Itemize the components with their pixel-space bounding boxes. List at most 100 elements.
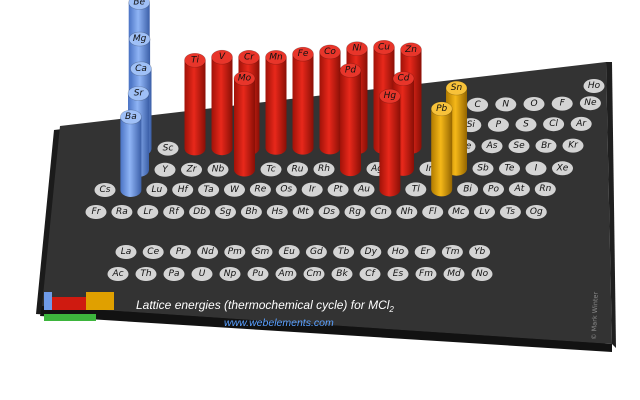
cell-disc: [469, 245, 491, 259]
cell-ra: Ra: [111, 205, 133, 219]
bar-top: [392, 71, 415, 86]
cell-label: Th: [140, 269, 151, 279]
cell-disc: [499, 205, 521, 219]
block-legend: [44, 292, 114, 321]
cell-label: Au: [357, 185, 370, 195]
bar-top: [430, 101, 453, 117]
cell-as: As: [481, 139, 503, 154]
cell-la-lanthanide: La: [115, 245, 137, 259]
board-right-edge: [606, 62, 616, 348]
legend-f-block: [44, 314, 96, 321]
bar-body: [234, 78, 255, 177]
cell-label: Bh: [245, 207, 257, 217]
cell-re: Re: [249, 182, 271, 197]
cell-label: Ru: [292, 164, 304, 174]
cell-label: Sc: [163, 144, 174, 154]
cell-label: Os: [280, 185, 292, 195]
cell-label: At: [514, 184, 525, 194]
bar-body: [319, 51, 341, 155]
cell-disc: [163, 205, 185, 219]
bar-hg: Hg: [379, 88, 401, 197]
bar-label: Sn: [451, 83, 463, 93]
cell-label: C: [474, 100, 481, 110]
cell-label: Ir: [309, 185, 317, 195]
bar-top: [120, 109, 142, 125]
bar-body: [340, 70, 361, 177]
cell-label: Ag: [370, 164, 383, 174]
cell-disc: [414, 245, 436, 259]
cell-label: Rf: [169, 207, 180, 217]
cell-disc: [249, 182, 271, 197]
cell-xe: Xe: [552, 161, 573, 176]
cell-disc: [107, 267, 129, 281]
cell-label: Sg: [220, 207, 232, 217]
cell-label: Db: [193, 207, 206, 217]
cell-label: Fm: [419, 269, 433, 279]
cell-ce-lanthanide: Ce: [142, 245, 164, 259]
cell-label: P: [496, 120, 502, 130]
bar-top: [400, 42, 422, 58]
cell-label: Tb: [338, 247, 349, 257]
cell-label: Po: [488, 184, 499, 194]
cell-disc: [146, 182, 168, 197]
cell-label: Lr: [143, 207, 153, 217]
bar-top: [319, 44, 341, 60]
cell-label: Mc: [452, 207, 465, 217]
cell-se: Se: [508, 139, 530, 153]
cell-disc: [405, 182, 427, 197]
cell-po: Po: [483, 182, 504, 197]
bar-top: [445, 80, 468, 96]
cell-rf: Rf: [163, 205, 185, 219]
cell-label: U: [199, 269, 206, 279]
cell-o: O: [523, 97, 545, 111]
cell-disc: [353, 182, 375, 197]
bar-label: Zn: [404, 45, 417, 55]
cell-tm-lanthanide: Tm: [441, 245, 463, 259]
bar-v: V: [211, 49, 233, 156]
bar-label: Cr: [244, 52, 255, 62]
cell-label: Ho: [392, 247, 405, 257]
cell-f: F: [551, 96, 573, 111]
cell-disc: [260, 162, 282, 177]
cell-label: Ta: [204, 185, 214, 195]
bar-body: [184, 60, 206, 156]
bar-mn: Mn: [265, 50, 287, 155]
cell-tl: Tl: [405, 182, 427, 197]
cell-disc: [135, 267, 157, 281]
cell-p: P: [487, 117, 509, 132]
board-bottom-edge: [40, 306, 612, 352]
bar-body: [379, 96, 401, 197]
cell-ru: Ru: [287, 162, 308, 177]
cell-disc: [169, 245, 191, 259]
source-link[interactable]: www.webelements.com: [224, 317, 334, 329]
cell-label: Gd: [310, 247, 323, 257]
cell-lv: Lv: [474, 205, 495, 219]
bar-label: Be: [133, 0, 145, 7]
cell-disc: [499, 161, 520, 176]
cell-label: Mt: [298, 207, 310, 217]
cell-disc: [327, 182, 349, 197]
cell-disc: [94, 183, 116, 197]
cell-s: S: [515, 117, 537, 132]
cell-disc: [207, 162, 229, 177]
cell-dy-lanthanide: Dy: [360, 245, 382, 259]
cell-es-actinide: Es: [387, 267, 409, 281]
cell-label: Pa: [169, 269, 180, 279]
cell-eu-lanthanide: Eu: [278, 245, 300, 259]
cell-pt: Pt: [327, 182, 349, 197]
cell-label: O: [530, 99, 537, 109]
cell-disc: [562, 138, 584, 153]
cell-er-lanthanide: Er: [414, 245, 436, 259]
bar-label: Pd: [345, 65, 356, 75]
cell-no-actinide: No: [471, 267, 493, 281]
cell-am-actinide: Am: [275, 267, 297, 281]
bar-label: Ba: [125, 112, 137, 122]
cell-nh: Nh: [396, 205, 418, 219]
cell-disc: [359, 267, 381, 281]
cell-disc: [305, 245, 327, 259]
cell-cm-actinide: Cm: [303, 267, 325, 281]
cell-cs: Cs: [94, 183, 116, 197]
bar-top: [128, 31, 151, 47]
bar-top: [130, 61, 152, 77]
cell-label: Cl: [549, 119, 558, 129]
